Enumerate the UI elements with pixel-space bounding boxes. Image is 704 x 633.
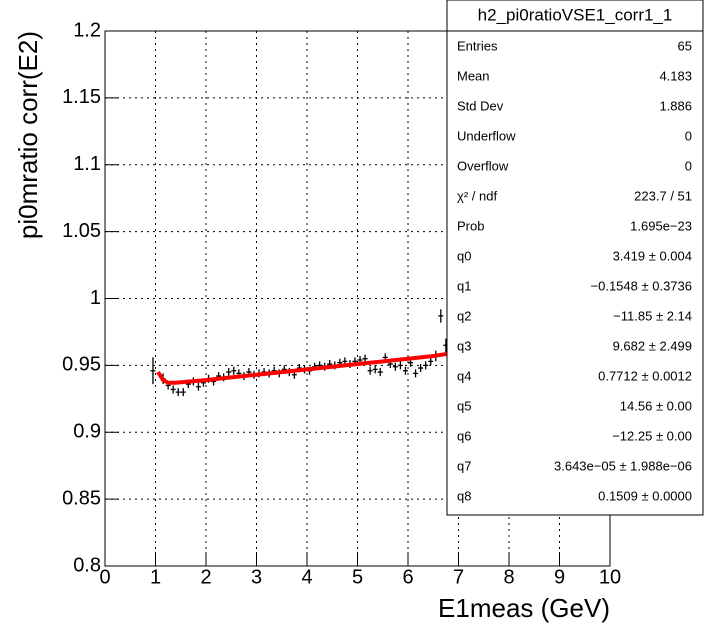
stats-label: q1 — [457, 278, 471, 293]
x-tick-label: 4 — [301, 566, 312, 588]
y-tick-label: 1.2 — [73, 19, 101, 41]
stats-value: 0 — [685, 128, 692, 143]
x-tick-label: 2 — [200, 566, 211, 588]
x-tick-label: 6 — [402, 566, 413, 588]
data-point — [175, 388, 181, 397]
stats-value: 4.183 — [659, 68, 692, 83]
stats-value: 3.643e−05 ± 1.988e−06 — [554, 458, 692, 473]
x-tick-label: 7 — [453, 566, 464, 588]
x-tick-label: 8 — [503, 566, 514, 588]
data-point — [377, 368, 383, 377]
stats-label: q8 — [457, 488, 471, 503]
stats-label: Entries — [457, 38, 498, 53]
stats-box — [446, 0, 704, 516]
x-tick-label: 1 — [150, 566, 161, 588]
x-tick-label: 10 — [599, 566, 621, 588]
stats-title: h2_pi0ratioVSE1_corr1_1 — [478, 5, 673, 24]
data-point — [397, 361, 403, 370]
stats-label: χ² / ndf — [457, 188, 497, 203]
data-point — [231, 366, 237, 375]
fit-line — [156, 351, 452, 385]
x-tick-label: 9 — [554, 566, 565, 588]
data-point — [195, 382, 201, 391]
stats-label: q7 — [457, 458, 471, 473]
stats-value: 14.56 ± 0.00 — [620, 398, 692, 413]
stats-value: 223.7 / 51 — [634, 188, 692, 203]
stats-value: 9.682 ± 2.499 — [613, 338, 692, 353]
stats-value: 3.419 ± 0.004 — [613, 248, 692, 263]
stats-label: q3 — [457, 338, 471, 353]
x-tick-label: 0 — [99, 566, 110, 588]
stats-label: q2 — [457, 308, 471, 323]
stats-value: 1.886 — [659, 98, 692, 113]
stats-label: q0 — [457, 248, 471, 263]
y-tick-label: 1.05 — [62, 220, 101, 242]
data-point — [428, 357, 434, 366]
data-point — [226, 368, 232, 377]
data-point — [413, 369, 419, 378]
stats-value: 65 — [678, 38, 692, 53]
data-point — [423, 361, 429, 370]
stats-label: q6 — [457, 428, 471, 443]
stats-value: 0.7712 ± 0.0012 — [598, 368, 692, 383]
y-tick-label: 1.1 — [73, 153, 101, 175]
data-point — [170, 385, 176, 394]
x-tick-label: 5 — [352, 566, 363, 588]
y-tick-label: 0.95 — [62, 354, 101, 376]
data-point — [367, 366, 373, 375]
y-tick-label: 0.9 — [73, 421, 101, 443]
data-point — [392, 362, 398, 371]
data-point — [372, 365, 378, 374]
stats-value: −12.25 ± 0.00 — [612, 428, 692, 443]
y-tick-label: 1.15 — [62, 86, 101, 108]
x-tick-label: 3 — [251, 566, 262, 588]
stats-label: Underflow — [457, 128, 516, 143]
stats-value: 1.695e−23 — [630, 218, 692, 233]
y-tick-label: 1 — [90, 287, 101, 309]
data-point — [150, 357, 156, 385]
y-axis-label: pi0mratio corr(E2) — [13, 31, 43, 239]
stats-label: q4 — [457, 368, 471, 383]
stats-label: Mean — [457, 68, 490, 83]
stats-label: Overflow — [457, 158, 509, 173]
data-point — [180, 388, 186, 397]
data-point — [402, 366, 408, 375]
data-point — [438, 309, 444, 323]
stats-label: Std Dev — [457, 98, 504, 113]
y-tick-label: 0.85 — [62, 487, 101, 509]
x-axis-label: E1meas (GeV) — [438, 593, 610, 623]
y-tick-label: 0.8 — [73, 554, 101, 576]
stats-value: 0.1509 ± 0.0000 — [598, 488, 692, 503]
stats-label: Prob — [457, 218, 484, 233]
stats-value: −11.85 ± 2.14 — [613, 308, 692, 323]
stats-value: −0.1548 ± 0.3736 — [591, 278, 692, 293]
stats-label: q5 — [457, 398, 471, 413]
data-point — [418, 364, 424, 373]
stats-value: 0 — [685, 158, 692, 173]
